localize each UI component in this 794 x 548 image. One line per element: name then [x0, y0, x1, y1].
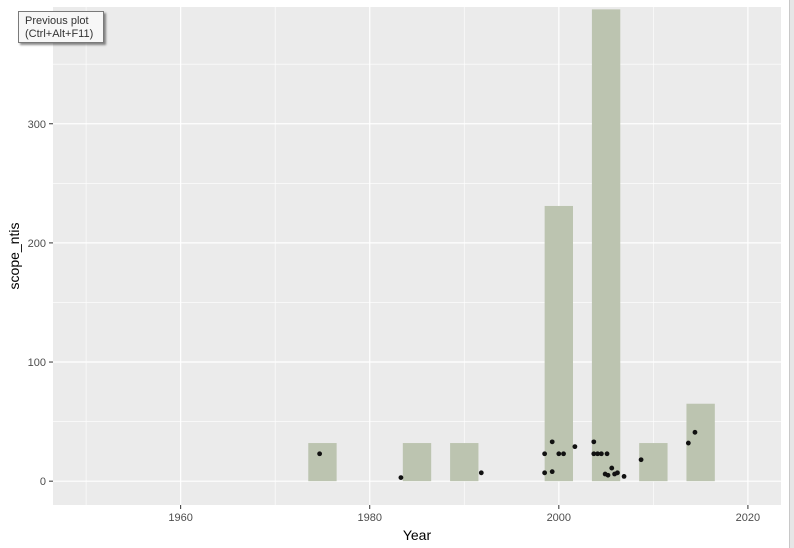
plot-panel — [53, 7, 781, 505]
data-point — [615, 470, 620, 476]
x-axis-ticks: 1960 1980 2000 2020 — [168, 505, 760, 524]
minor-gridlines — [53, 7, 781, 505]
data-point — [605, 472, 611, 478]
x-tick-label: 2000 — [547, 512, 571, 524]
data-point — [685, 440, 691, 446]
x-tick-label: 1980 — [357, 512, 381, 524]
data-point — [604, 451, 610, 457]
data-point — [621, 474, 627, 479]
data-point — [317, 451, 323, 457]
bar-2015 — [686, 403, 715, 482]
bar-1975 — [308, 443, 337, 482]
y-axis-ticks: 0 100 200 300 — [28, 119, 53, 488]
x-tick-label: 2020 — [736, 512, 760, 524]
data-point — [561, 451, 566, 457]
previous-plot-shortcut: (Ctrl+Alt+F11) — [25, 28, 94, 40]
y-tick-label: 300 — [28, 119, 46, 131]
bars — [308, 9, 715, 482]
data-point — [692, 429, 698, 435]
data-point — [595, 451, 600, 457]
data-point — [609, 465, 615, 471]
y-tick-label: 200 — [28, 238, 46, 250]
data-point — [638, 457, 644, 463]
data-point — [478, 470, 484, 476]
x-axis-title: Year — [403, 527, 432, 543]
data-point — [591, 439, 597, 445]
bar-1990 — [450, 443, 479, 482]
bar-1985 — [402, 443, 432, 482]
window-scrollbar-edge[interactable] — [789, 0, 794, 548]
data-point — [398, 475, 404, 480]
bar-2010 — [639, 443, 668, 482]
x-tick-label: 1960 — [168, 512, 192, 524]
bar-2005 — [591, 9, 621, 482]
y-tick-label: 100 — [28, 357, 46, 369]
points — [317, 429, 698, 480]
previous-plot-label: Previous plot — [25, 15, 89, 27]
bar-2000 — [544, 205, 573, 482]
y-axis-title: scope_ntis — [6, 223, 22, 290]
data-point — [598, 451, 604, 457]
y-tick-label: 0 — [40, 476, 46, 488]
data-point — [556, 451, 562, 457]
data-point — [542, 451, 548, 457]
data-point — [549, 439, 555, 445]
data-point — [542, 470, 548, 476]
data-point — [591, 451, 597, 457]
previous-plot-button[interactable]: Previous plot (Ctrl+Alt+F11) — [18, 11, 104, 43]
data-point — [549, 469, 555, 475]
data-point — [572, 444, 578, 450]
